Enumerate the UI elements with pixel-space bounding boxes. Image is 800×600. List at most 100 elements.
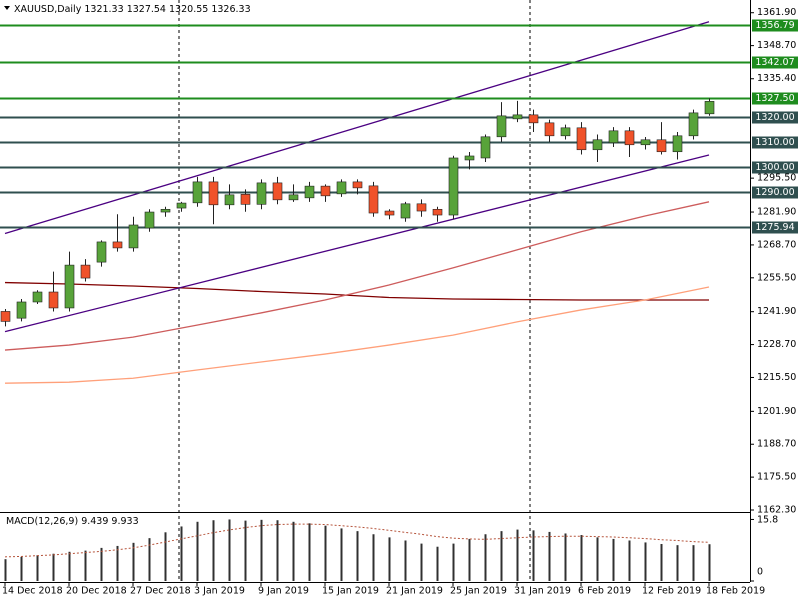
indicator-line bbox=[4, 21, 710, 235]
candle-body bbox=[416, 203, 427, 212]
macd-header: MACD(12,26,9) 9.439 9.933 bbox=[6, 516, 139, 527]
candle-body bbox=[240, 194, 251, 205]
macd-bar bbox=[68, 551, 71, 581]
indicator-line bbox=[4, 281, 709, 301]
y-tick-label: 1162.30 bbox=[757, 505, 796, 516]
level-tag bbox=[752, 161, 798, 174]
candle-body bbox=[0, 311, 11, 322]
high: 1327.54 bbox=[127, 4, 166, 15]
level-tag bbox=[752, 56, 798, 69]
y-tick-label: 1188.70 bbox=[757, 439, 796, 450]
candle-body bbox=[144, 211, 155, 229]
level-tag bbox=[752, 221, 798, 234]
candle-body bbox=[80, 264, 91, 279]
macd-bar bbox=[148, 538, 151, 581]
macd-bar bbox=[564, 533, 567, 581]
candle-body bbox=[656, 139, 667, 153]
macd-bar bbox=[692, 545, 695, 581]
level-label: 1320.00 bbox=[755, 112, 794, 123]
candle-body bbox=[672, 135, 683, 153]
x-tick-label: 6 Feb 2019 bbox=[578, 586, 631, 597]
menu-triangle[interactable] bbox=[4, 6, 10, 10]
macd-bar bbox=[212, 520, 215, 581]
plot-layer bbox=[0, 21, 750, 581]
candle-body bbox=[432, 208, 443, 216]
x-tick-label: 31 Jan 2019 bbox=[514, 586, 571, 597]
x-tick-label: 27 Dec 2018 bbox=[130, 586, 191, 597]
macd-bar bbox=[260, 519, 263, 581]
level-tag bbox=[752, 19, 798, 32]
x-tick-label: 21 Jan 2019 bbox=[386, 586, 443, 597]
low: 1320.55 bbox=[169, 4, 208, 15]
level-tag bbox=[752, 111, 798, 124]
macd-bar bbox=[132, 542, 135, 581]
macd-bar bbox=[708, 544, 711, 581]
y-tick-label: 1335.40 bbox=[757, 73, 796, 84]
close: 1326.33 bbox=[211, 4, 250, 15]
macd-bar bbox=[596, 537, 599, 581]
candle-body bbox=[96, 241, 107, 263]
macd-bar bbox=[420, 543, 423, 581]
level-tag bbox=[752, 186, 798, 199]
macd-bar bbox=[500, 531, 503, 581]
candle-body bbox=[560, 127, 571, 137]
candle-body bbox=[48, 291, 59, 309]
x-tick-label: 14 Dec 2018 bbox=[2, 586, 63, 597]
candle-body bbox=[112, 241, 123, 249]
macd-bar bbox=[532, 530, 535, 581]
candle-body bbox=[512, 114, 523, 120]
y-tick-label: 1228.70 bbox=[757, 339, 796, 350]
macd-bar bbox=[36, 555, 39, 581]
candle-body bbox=[624, 130, 635, 146]
candle-body bbox=[224, 194, 235, 206]
y-tick-label: 1201.90 bbox=[757, 406, 796, 417]
macd-bar bbox=[196, 521, 199, 581]
macd-bar bbox=[356, 531, 359, 581]
candle-body bbox=[496, 115, 507, 138]
candle-body bbox=[32, 291, 43, 303]
candle-body bbox=[528, 114, 539, 124]
candle-body bbox=[352, 181, 363, 189]
signal-value: 9.933 bbox=[111, 516, 138, 527]
candle-body bbox=[64, 264, 75, 309]
y-tick-label: 15.8 bbox=[757, 515, 778, 526]
candle-body bbox=[576, 127, 587, 151]
chart-header: XAUUSD,Daily 1321.33 1327.54 1320.55 132… bbox=[14, 4, 251, 15]
macd-bar bbox=[228, 519, 231, 581]
candle-body bbox=[464, 155, 475, 161]
candle-body bbox=[448, 157, 459, 216]
candle-body bbox=[128, 224, 139, 249]
x-tick-label: 25 Jan 2019 bbox=[450, 586, 507, 597]
candle-body bbox=[208, 181, 219, 206]
x-tick-label: 20 Dec 2018 bbox=[66, 586, 127, 597]
candle-body bbox=[272, 182, 283, 201]
level-label: 1327.50 bbox=[755, 93, 794, 104]
candle-body bbox=[592, 139, 603, 151]
y-tick-label: 1241.90 bbox=[757, 306, 796, 317]
candle-body bbox=[16, 301, 27, 319]
x-tick-label: 15 Jan 2019 bbox=[322, 586, 379, 597]
macd-bar bbox=[644, 542, 647, 581]
macd-bar bbox=[116, 545, 119, 581]
macd-bar bbox=[484, 534, 487, 581]
macd-bar bbox=[580, 535, 583, 581]
macd-title: MACD(12,26,9) bbox=[6, 516, 78, 527]
macd-bar bbox=[388, 537, 391, 581]
candle-body bbox=[608, 130, 619, 144]
candle-body bbox=[544, 122, 555, 137]
y-tick-label: 1175.50 bbox=[757, 472, 796, 483]
macd-bar bbox=[292, 521, 295, 581]
macd-bar bbox=[340, 528, 343, 581]
macd-bar bbox=[52, 553, 55, 581]
indicator-line bbox=[4, 201, 710, 351]
candle-body bbox=[192, 181, 203, 204]
level-label: 1342.07 bbox=[755, 57, 794, 68]
macd-bar bbox=[628, 540, 631, 581]
level-tag bbox=[752, 136, 798, 149]
macd-bar bbox=[436, 546, 439, 581]
candle-body bbox=[256, 182, 267, 205]
macd-bar bbox=[20, 556, 23, 581]
candle-body bbox=[688, 112, 699, 137]
